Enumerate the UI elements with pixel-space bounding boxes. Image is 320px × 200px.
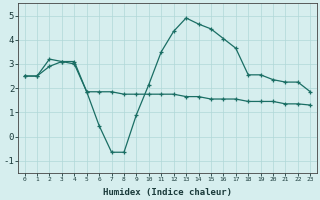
X-axis label: Humidex (Indice chaleur): Humidex (Indice chaleur) <box>103 188 232 197</box>
